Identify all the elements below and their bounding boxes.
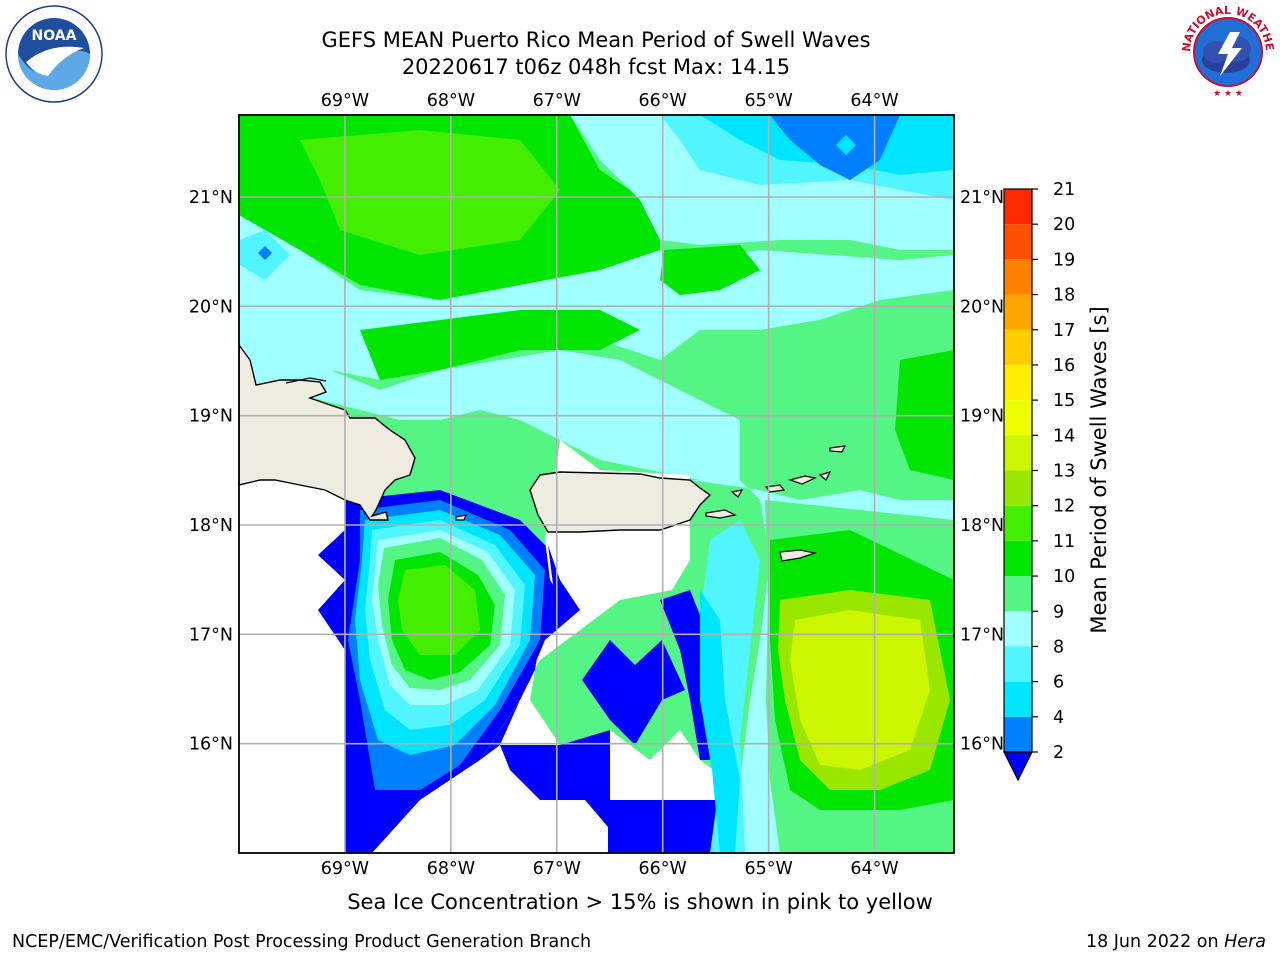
lon-tick-label-bottom: 66°W — [639, 859, 687, 879]
colorbar-segment — [1004, 470, 1032, 506]
lat-tick-label-right: 16°N — [960, 735, 1004, 755]
noaa-logo-text: NOAA — [32, 28, 77, 44]
colorbar-label: Mean Period of Swell Waves [s] — [1087, 306, 1111, 633]
colorbar-tick-label: 19 — [1053, 250, 1075, 270]
lat-tick-label-right: 17°N — [960, 625, 1004, 645]
lat-tick-label-right: 19°N — [960, 407, 1004, 427]
colorbar-tick-label: 16 — [1053, 356, 1075, 376]
nws-logo: NATIONAL WEATHER SERVICE ★ ★ ★ — [1178, 2, 1276, 100]
lon-tick-label-top: 69°W — [321, 91, 369, 111]
svg-text:★ ★ ★: ★ ★ ★ — [1213, 89, 1243, 99]
colorbar-segment — [1004, 576, 1032, 612]
colorbar-segment — [1004, 329, 1032, 365]
footer-machine: Hera — [1224, 932, 1266, 952]
lat-tick-label-right: 20°N — [960, 297, 1004, 317]
colorbar-tick-label: 12 — [1053, 497, 1075, 517]
map-title: GEFS MEAN Puerto Rico Mean Period of Swe… — [321, 28, 871, 52]
colorbar-segment — [1004, 364, 1032, 401]
colorbar-segment — [1004, 224, 1032, 260]
noaa-logo: NOAA — [5, 5, 103, 103]
colorbar-tick-label: 10 — [1053, 567, 1075, 587]
lat-tick-label-right: 18°N — [960, 516, 1004, 536]
swell-period-field — [239, 115, 954, 853]
lon-tick-label-bottom: 68°W — [427, 859, 475, 879]
lat-tick-label-left: 18°N — [189, 516, 233, 536]
colorbar-segment — [1004, 400, 1032, 436]
lat-tick-label-left: 19°N — [189, 407, 233, 427]
footer-date-text: 18 Jun 2022 on — [1085, 932, 1225, 952]
lon-tick-label-top: 64°W — [850, 91, 898, 111]
colorbar-segment — [1004, 189, 1032, 225]
footer-branch: NCEP/EMC/Verification Post Processing Pr… — [12, 932, 592, 952]
footer-date: 18 Jun 2022 on Hera — [1086, 932, 1266, 952]
lon-tick-label-bottom: 64°W — [850, 859, 898, 879]
colorbar-segment — [1004, 681, 1032, 717]
colorbar-extend-arrow — [1003, 751, 1033, 782]
colorbar-tick-label: 2 — [1053, 743, 1064, 763]
lat-tick-label-left: 16°N — [189, 735, 233, 755]
colorbar-tick-label: 14 — [1053, 426, 1075, 446]
lon-tick-label-top: 65°W — [744, 91, 792, 111]
map-gridlines — [239, 115, 954, 853]
colorbar-tick-label: 8 — [1053, 637, 1064, 657]
colorbar: 2 4 6 8 9 10 11 12 13 14 15 16 17 18 19 20 21 — [1003, 180, 1075, 782]
colorbar-tick-label: 21 — [1053, 180, 1075, 200]
colorbar-tick-label: 4 — [1053, 708, 1064, 728]
lon-tick-label-bottom: 69°W — [321, 859, 369, 879]
lat-tick-label-right: 21°N — [960, 188, 1004, 208]
colorbar-tick-label: 13 — [1053, 462, 1075, 482]
colorbar-tick-label: 20 — [1053, 215, 1075, 235]
sea-ice-caption: Sea Ice Concentration > 15% is shown in … — [347, 890, 933, 914]
lat-tick-label-left: 21°N — [189, 188, 233, 208]
colorbar-segment — [1004, 294, 1032, 330]
map-tick-labels: 69°W 69°W 68°W 68°W 67°W 67°W 66°W 66°W 65°W 65°W… — [189, 91, 1004, 879]
map-frame — [238, 114, 955, 854]
lon-tick-label-top: 67°W — [533, 91, 581, 111]
map-subtitle: 20220617 t06z 048h fcst Max: 14.15 — [401, 55, 791, 79]
colorbar-tick-label: 15 — [1053, 391, 1075, 411]
lat-tick-label-left: 20°N — [189, 297, 233, 317]
colorbar-tick-label: 17 — [1053, 321, 1075, 341]
colorbar-tick-label: 6 — [1053, 673, 1064, 693]
colorbar-segment — [1004, 540, 1032, 577]
colorbar-tick-label: 11 — [1053, 532, 1075, 552]
colorbar-tick-label: 18 — [1053, 286, 1075, 306]
colorbar-tick-label: 9 — [1053, 602, 1064, 622]
lon-tick-label-bottom: 67°W — [533, 859, 581, 879]
colorbar-segment — [1004, 435, 1032, 471]
colorbar-segment — [1004, 646, 1032, 682]
lat-tick-label-left: 17°N — [189, 625, 233, 645]
colorbar-segment — [1004, 611, 1032, 647]
colorbar-segment — [1004, 716, 1032, 752]
colorbar-segment — [1004, 259, 1032, 295]
lon-tick-label-bottom: 65°W — [744, 859, 792, 879]
colorbar-segment — [1004, 505, 1032, 541]
lon-tick-label-top: 68°W — [427, 91, 475, 111]
lon-tick-label-top: 66°W — [639, 91, 687, 111]
